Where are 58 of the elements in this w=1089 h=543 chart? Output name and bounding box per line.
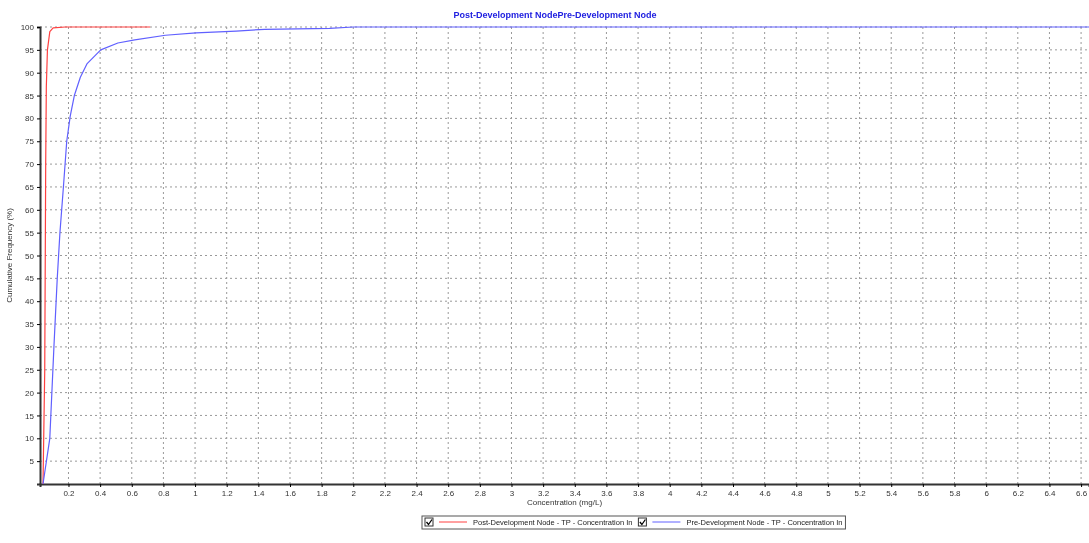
x-tick-label: 4 xyxy=(667,488,673,498)
y-tick-label: 80 xyxy=(25,114,35,124)
y-tick-label: 40 xyxy=(25,297,35,307)
x-tick-label: 2.8 xyxy=(474,488,487,498)
y-tick-label: 55 xyxy=(25,228,35,238)
x-tick-label: 0.8 xyxy=(158,488,171,498)
x-tick-label: 3.6 xyxy=(601,488,614,498)
x-tick-label: 6.6 xyxy=(1076,488,1088,498)
x-tick-label: 4.2 xyxy=(696,488,708,498)
x-tick-label: 1.8 xyxy=(316,488,329,498)
y-tick-label: 20 xyxy=(25,388,35,398)
x-tick-label: 2.6 xyxy=(443,488,455,498)
x-tick-label: 3.4 xyxy=(569,488,582,498)
x-tick-label: 1.6 xyxy=(284,488,297,498)
y-tick-label: 15 xyxy=(25,411,35,421)
x-tick-label: 5.4 xyxy=(886,488,898,498)
y-tick-label: 90 xyxy=(25,68,35,78)
y-tick-label: 75 xyxy=(25,137,35,147)
x-tick-label: 6.2 xyxy=(1012,488,1025,498)
x-tick-label: 1.4 xyxy=(253,488,265,498)
y-tick-label: 35 xyxy=(25,320,35,330)
y-tick-label: 25 xyxy=(25,365,35,375)
x-tick-label: 5.2 xyxy=(854,488,867,498)
x-tick-label: 6 xyxy=(984,488,990,498)
x-tick-label: 2.4 xyxy=(411,488,424,498)
y-tick-label: 10 xyxy=(25,434,35,444)
y-tick-label: 5 xyxy=(29,457,35,467)
x-tick-label: 1 xyxy=(193,488,199,498)
y-tick-label: 30 xyxy=(25,342,35,352)
y-tick-label: 45 xyxy=(25,274,35,284)
x-tick-label: 6.4 xyxy=(1044,488,1057,498)
x-tick-label: 4.4 xyxy=(727,488,740,498)
x-tick-label: 3.2 xyxy=(538,488,550,498)
y-axis-title: Cumulative Frequency (%) xyxy=(5,207,14,303)
x-axis-title: Concentration (mg/L) xyxy=(526,498,603,507)
x-tick-label: 0.6 xyxy=(126,488,139,498)
y-tick-label: 95 xyxy=(25,45,35,55)
x-tick-label: 5.6 xyxy=(917,488,930,498)
line-series xyxy=(42,26,151,485)
y-tick-label: 100 xyxy=(20,23,35,33)
x-tick-label: 0.4 xyxy=(95,488,107,498)
y-tick-label: 85 xyxy=(25,91,35,101)
x-tick-label: 5.8 xyxy=(949,488,962,498)
x-tick-label: 2 xyxy=(351,488,357,498)
chart-title: Post-Development NodePre-Development Node xyxy=(453,10,657,20)
y-tick-label: 50 xyxy=(25,251,35,261)
x-tick-label: 1.2 xyxy=(221,488,234,498)
x-tick-label: 4.8 xyxy=(791,488,803,498)
y-tick-label: 60 xyxy=(25,205,35,215)
x-tick-label: 2.2 xyxy=(379,488,392,498)
x-tick-label: 3.8 xyxy=(633,488,645,498)
x-tick-label: 3 xyxy=(509,488,515,498)
line-series xyxy=(42,26,1089,485)
y-tick-label: 65 xyxy=(25,183,35,193)
x-tick-label: 0.2 xyxy=(63,488,76,498)
x-tick-label: 5 xyxy=(826,488,832,498)
x-tick-label: 4.6 xyxy=(759,488,772,498)
y-tick-label: 70 xyxy=(25,160,35,170)
